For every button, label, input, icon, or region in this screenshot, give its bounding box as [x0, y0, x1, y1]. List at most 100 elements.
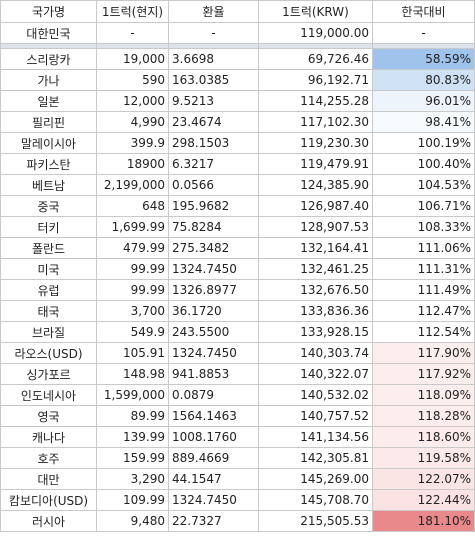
- country-cell[interactable]: 호주: [0, 447, 97, 469]
- local-price-cell[interactable]: 4,990: [96, 111, 169, 133]
- exchange-rate-cell[interactable]: 1324.7450: [168, 258, 259, 280]
- korea-krw[interactable]: 119,000.00: [258, 22, 373, 44]
- country-cell[interactable]: 캐나다: [0, 426, 97, 448]
- exchange-rate-cell[interactable]: 75.8284: [168, 216, 259, 238]
- korea-local[interactable]: -: [96, 22, 169, 44]
- exchange-rate-cell[interactable]: 275.3482: [168, 237, 259, 259]
- exchange-rate-cell[interactable]: 6.3217: [168, 153, 259, 175]
- header-krw-price[interactable]: 1트럭(KRW): [258, 0, 373, 23]
- vs-korea-cell[interactable]: 111.31%: [372, 258, 475, 280]
- exchange-rate-cell[interactable]: 298.1503: [168, 132, 259, 154]
- vs-korea-cell[interactable]: 118.60%: [372, 426, 475, 448]
- vs-korea-cell[interactable]: 111.06%: [372, 237, 475, 259]
- country-cell[interactable]: 라오스(USD): [0, 342, 97, 364]
- krw-price-cell[interactable]: 117,102.30: [258, 111, 373, 133]
- local-price-cell[interactable]: 139.99: [96, 426, 169, 448]
- local-price-cell[interactable]: 89.99: [96, 405, 169, 427]
- krw-price-cell[interactable]: 215,505.53: [258, 510, 373, 532]
- local-price-cell[interactable]: 399.9: [96, 132, 169, 154]
- country-cell[interactable]: 대만: [0, 468, 97, 490]
- exchange-rate-cell[interactable]: 1326.8977: [168, 279, 259, 301]
- krw-price-cell[interactable]: 132,164.41: [258, 237, 373, 259]
- vs-korea-cell[interactable]: 181.10%: [372, 510, 475, 532]
- country-cell[interactable]: 터키: [0, 216, 97, 238]
- country-cell[interactable]: 인도네시아: [0, 384, 97, 406]
- vs-korea-cell[interactable]: 100.40%: [372, 153, 475, 175]
- vs-korea-cell[interactable]: 122.07%: [372, 468, 475, 490]
- local-price-cell[interactable]: 549.9: [96, 321, 169, 343]
- exchange-rate-cell[interactable]: 22.7327: [168, 510, 259, 532]
- exchange-rate-cell[interactable]: 243.5500: [168, 321, 259, 343]
- country-cell[interactable]: 가나: [0, 69, 97, 91]
- local-price-cell[interactable]: 3,290: [96, 468, 169, 490]
- header-exchange-rate[interactable]: 환율: [168, 0, 259, 23]
- krw-price-cell[interactable]: 141,134.56: [258, 426, 373, 448]
- krw-price-cell[interactable]: 119,479.91: [258, 153, 373, 175]
- country-cell[interactable]: 중국: [0, 195, 97, 217]
- korea-rate[interactable]: -: [168, 22, 259, 44]
- country-cell[interactable]: 유럽: [0, 279, 97, 301]
- krw-price-cell[interactable]: 133,928.15: [258, 321, 373, 343]
- country-cell[interactable]: 베트남: [0, 174, 97, 196]
- country-cell[interactable]: 미국: [0, 258, 97, 280]
- local-price-cell[interactable]: 648: [96, 195, 169, 217]
- local-price-cell[interactable]: 12,000: [96, 90, 169, 112]
- local-price-cell[interactable]: 2,199,000: [96, 174, 169, 196]
- krw-price-cell[interactable]: 142,305.81: [258, 447, 373, 469]
- krw-price-cell[interactable]: 145,269.00: [258, 468, 373, 490]
- vs-korea-cell[interactable]: 104.53%: [372, 174, 475, 196]
- local-price-cell[interactable]: 479.99: [96, 237, 169, 259]
- local-price-cell[interactable]: 9,480: [96, 510, 169, 532]
- exchange-rate-cell[interactable]: 44.1547: [168, 468, 259, 490]
- exchange-rate-cell[interactable]: 1324.7450: [168, 342, 259, 364]
- country-cell[interactable]: 말레이시아: [0, 132, 97, 154]
- krw-price-cell[interactable]: 119,230.30: [258, 132, 373, 154]
- country-cell[interactable]: 필리핀: [0, 111, 97, 133]
- vs-korea-cell[interactable]: 80.83%: [372, 69, 475, 91]
- local-price-cell[interactable]: 19,000: [96, 48, 169, 70]
- exchange-rate-cell[interactable]: 9.5213: [168, 90, 259, 112]
- vs-korea-cell[interactable]: 96.01%: [372, 90, 475, 112]
- exchange-rate-cell[interactable]: 1324.7450: [168, 489, 259, 511]
- exchange-rate-cell[interactable]: 1564.1463: [168, 405, 259, 427]
- krw-price-cell[interactable]: 140,322.07: [258, 363, 373, 385]
- vs-korea-cell[interactable]: 117.90%: [372, 342, 475, 364]
- header-vs-korea[interactable]: 한국대비: [372, 0, 475, 23]
- vs-korea-cell[interactable]: 118.09%: [372, 384, 475, 406]
- krw-price-cell[interactable]: 140,757.52: [258, 405, 373, 427]
- vs-korea-cell[interactable]: 106.71%: [372, 195, 475, 217]
- local-price-cell[interactable]: 1,599,000: [96, 384, 169, 406]
- krw-price-cell[interactable]: 140,532.02: [258, 384, 373, 406]
- exchange-rate-cell[interactable]: 163.0385: [168, 69, 259, 91]
- header-country[interactable]: 국가명: [0, 0, 97, 23]
- country-cell[interactable]: 태국: [0, 300, 97, 322]
- local-price-cell[interactable]: 3,700: [96, 300, 169, 322]
- country-cell[interactable]: 스리랑카: [0, 48, 97, 70]
- vs-korea-cell[interactable]: 100.19%: [372, 132, 475, 154]
- vs-korea-cell[interactable]: 111.49%: [372, 279, 475, 301]
- local-price-cell[interactable]: 159.99: [96, 447, 169, 469]
- krw-price-cell[interactable]: 133,836.36: [258, 300, 373, 322]
- country-cell[interactable]: 브라질: [0, 321, 97, 343]
- local-price-cell[interactable]: 148.98: [96, 363, 169, 385]
- exchange-rate-cell[interactable]: 889.4669: [168, 447, 259, 469]
- krw-price-cell[interactable]: 96,192.71: [258, 69, 373, 91]
- local-price-cell[interactable]: 18900: [96, 153, 169, 175]
- local-price-cell[interactable]: 1,699.99: [96, 216, 169, 238]
- local-price-cell[interactable]: 99.99: [96, 279, 169, 301]
- krw-price-cell[interactable]: 145,708.70: [258, 489, 373, 511]
- vs-korea-cell[interactable]: 122.44%: [372, 489, 475, 511]
- exchange-rate-cell[interactable]: 3.6698: [168, 48, 259, 70]
- country-cell[interactable]: 영국: [0, 405, 97, 427]
- krw-price-cell[interactable]: 140,303.74: [258, 342, 373, 364]
- krw-price-cell[interactable]: 114,255.28: [258, 90, 373, 112]
- local-price-cell[interactable]: 105.91: [96, 342, 169, 364]
- exchange-rate-cell[interactable]: 23.4674: [168, 111, 259, 133]
- country-cell[interactable]: 러시아: [0, 510, 97, 532]
- vs-korea-cell[interactable]: 119.58%: [372, 447, 475, 469]
- country-cell[interactable]: 싱가포르: [0, 363, 97, 385]
- krw-price-cell[interactable]: 126,987.40: [258, 195, 373, 217]
- exchange-rate-cell[interactable]: 0.0879: [168, 384, 259, 406]
- exchange-rate-cell[interactable]: 36.1720: [168, 300, 259, 322]
- vs-korea-cell[interactable]: 108.33%: [372, 216, 475, 238]
